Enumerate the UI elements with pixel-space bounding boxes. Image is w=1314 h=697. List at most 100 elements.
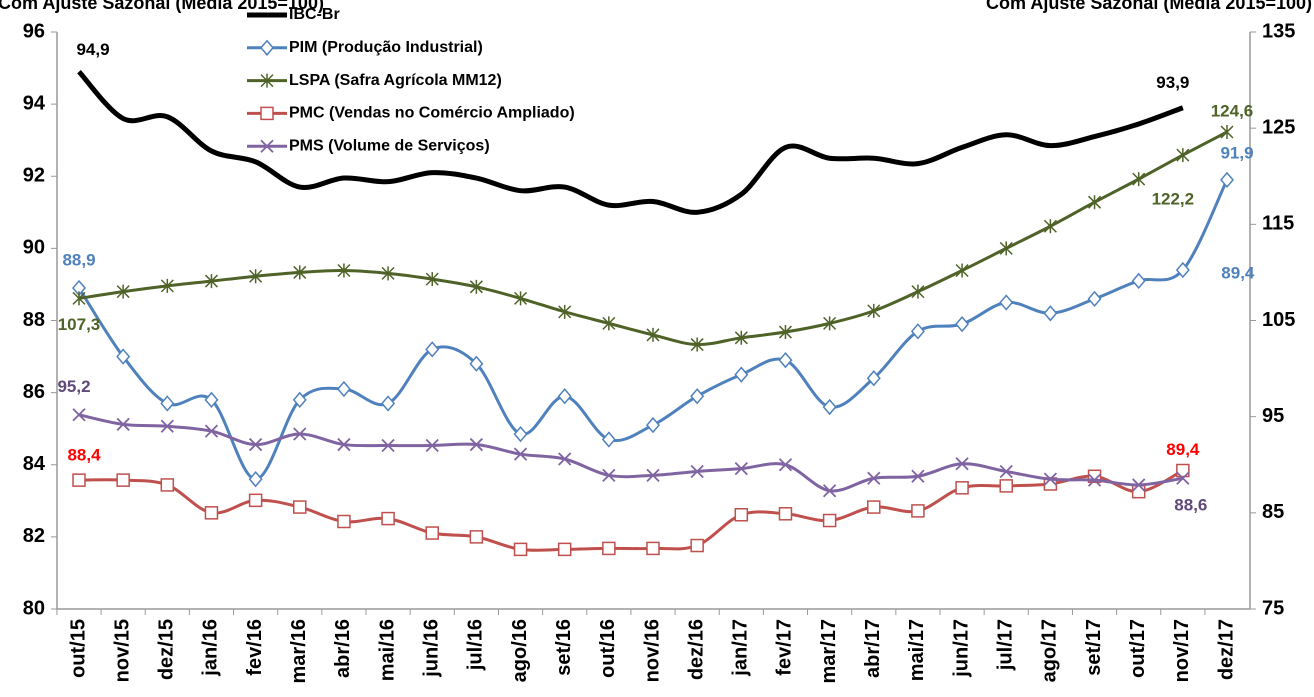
legend-label: PMC (Vendas no Comércio Ampliado) [289,105,575,122]
marker [823,316,837,331]
x-tick-label: abr/17 [862,619,884,678]
x-tick-label: out/16 [597,619,619,678]
x-tick-label: fev/16 [244,619,266,676]
marker [469,530,484,544]
marker [1043,472,1058,486]
x-tick-label: jul/17 [995,619,1017,671]
y-tick-label: 84 [23,453,46,475]
x-tick-label: out/15 [67,619,89,678]
marker [116,348,131,365]
marker [690,337,704,352]
marker [425,526,439,540]
y-tick-label: 86 [23,381,45,403]
marker [778,325,792,340]
marker [260,139,274,153]
marker [602,316,616,331]
marker [955,457,969,471]
value-label: 93,9 [1156,73,1189,92]
marker [337,514,351,529]
y-tick-label: 90 [23,237,45,259]
value-label: 89,4 [1166,440,1200,459]
marker [72,408,86,422]
marker [292,391,307,408]
y2-tick-label: 105 [1262,309,1295,331]
marker [999,241,1013,256]
marker [72,473,86,487]
value-label: 95,2 [57,377,90,396]
y-tick-label: 94 [23,92,46,114]
value-label: 88,4 [67,446,101,465]
marker [248,493,263,508]
marker [734,366,749,383]
x-tick-label: mar/17 [818,619,840,684]
marker [1043,219,1057,234]
x-tick-label: dez/17 [1215,619,1237,680]
marker [999,464,1013,479]
marker [646,327,660,342]
marker [513,447,528,461]
value-label: 122,2 [1152,190,1195,209]
x-tick-label: jan/16 [200,619,222,677]
x-tick-label: mar/16 [288,619,310,684]
marker [690,388,705,405]
value-label: 89,4 [1221,263,1255,282]
x-tick-label: nov/15 [111,619,133,682]
marker [260,73,274,88]
y2-tick-label: 125 [1262,116,1295,138]
marker [381,438,395,453]
legend-label: PMS (Volume de Serviços) [289,137,490,154]
marker [1176,463,1190,478]
marker [336,380,351,398]
marker [1088,195,1102,210]
marker [866,370,881,387]
marker [822,398,837,416]
marker [160,278,174,293]
marker [160,395,175,412]
marker [248,471,263,488]
marker [293,265,307,280]
value-label: 107,3 [58,315,101,334]
marker [293,500,307,514]
marker [1131,272,1146,289]
x-tick-label: set/17 [1083,619,1105,676]
y-tick-label: 88 [23,309,45,331]
marker [381,511,395,526]
marker [337,437,351,452]
marker [557,542,572,557]
marker [1220,171,1234,189]
marker [778,458,793,472]
right-axis-title: Com Ajuste Sazonal (Média 2015=100) [986,0,1312,13]
marker [1175,261,1190,279]
marker [514,291,528,306]
marker [381,395,396,412]
legend-label: LSPA (Safra Agrícola MM12) [289,72,502,89]
x-tick-label: mai/16 [376,619,398,681]
marker [337,263,351,278]
y-tick-label: 80 [23,597,45,619]
marker [734,330,748,345]
marker [601,431,616,448]
marker [116,284,130,299]
marker [778,507,793,521]
marker [690,464,704,479]
marker [249,269,263,284]
marker [999,294,1014,311]
x-tick-label: ago/16 [509,619,531,682]
marker [425,341,440,358]
marker [204,424,219,438]
marker [1220,125,1234,140]
value-label: 88,9 [62,251,95,270]
marker [513,542,528,557]
x-tick-label: set/16 [553,619,575,676]
marker [425,438,439,453]
marker [72,291,86,306]
marker [910,323,925,340]
x-tick-label: dez/15 [156,619,178,680]
marker [955,315,970,333]
x-tick-label: abr/16 [332,619,354,678]
x-tick-label: ago/17 [1039,619,1061,682]
marker [260,39,274,56]
y2-tick-label: 85 [1262,501,1284,523]
left-axis-title: Com Ajuste Sazonal (Média 2015=100) [0,0,324,13]
